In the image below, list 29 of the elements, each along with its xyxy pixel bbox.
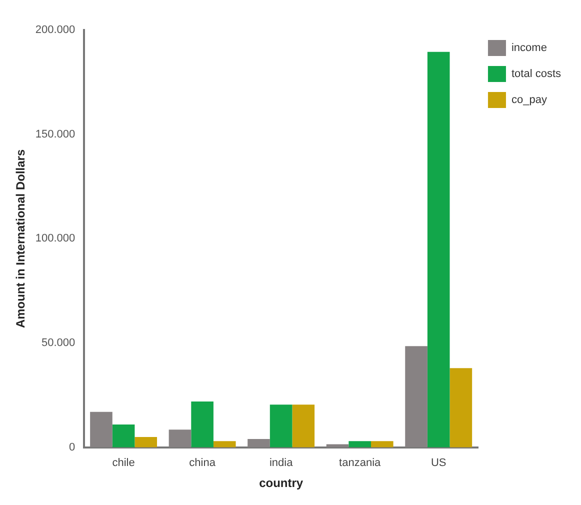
x-tick-label: chile	[112, 457, 135, 470]
y-tick-label: 100.000	[35, 232, 76, 245]
bar	[292, 404, 315, 448]
y-tick-label: 50.000	[42, 337, 76, 350]
bar	[405, 346, 428, 448]
bar	[450, 368, 472, 448]
bar	[213, 441, 236, 448]
y-axis-title: Amount in International Dollars	[14, 149, 28, 328]
x-tick-label: tanzania	[339, 457, 382, 470]
bar	[348, 441, 371, 448]
bar	[248, 439, 270, 448]
bar	[168, 430, 192, 448]
bar	[112, 424, 135, 448]
x-axis-title: country	[259, 476, 304, 490]
bar	[270, 404, 292, 448]
y-tick-label: 150.000	[35, 128, 76, 140]
legend-label: total costs	[511, 68, 562, 80]
bar	[191, 401, 214, 448]
y-tick-label: 0	[69, 441, 76, 454]
bar	[370, 441, 394, 448]
bar	[427, 52, 450, 448]
bar	[90, 412, 112, 448]
x-tick-label: india	[269, 457, 294, 470]
bar	[134, 436, 158, 448]
x-tick-label: china	[189, 457, 216, 470]
y-tick-label: 200.000	[35, 24, 76, 36]
legend-label: income	[511, 42, 547, 54]
x-tick-label: US	[430, 457, 446, 470]
legend-label: co_pay	[511, 94, 548, 106]
